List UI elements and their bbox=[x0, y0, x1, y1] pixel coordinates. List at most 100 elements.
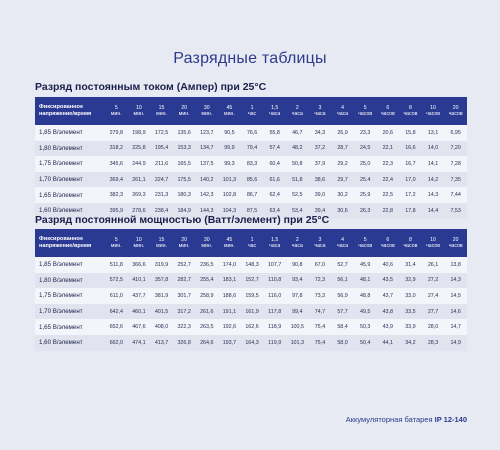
column-header-unit: часов bbox=[448, 243, 463, 249]
table-cell: 269,3 bbox=[132, 192, 146, 199]
table-cell: 511,8 bbox=[109, 261, 123, 268]
table-cell: 17,0 bbox=[405, 176, 416, 183]
table-cell: 76,6 bbox=[246, 129, 258, 136]
table-cell: 159,5 bbox=[245, 292, 259, 299]
column-header: 4 часа bbox=[331, 229, 354, 257]
column-header-unit: мин. bbox=[178, 243, 190, 249]
table-cell: 56,1 bbox=[337, 277, 348, 284]
column-header: 8 часов bbox=[399, 229, 422, 257]
table-cell: 97,8 bbox=[292, 292, 303, 299]
table-cell: 48,8 bbox=[359, 292, 371, 299]
row-label: 1,65 В/элемент bbox=[39, 191, 83, 199]
header-label: Фиксированное напряжение/время bbox=[35, 229, 105, 257]
table-row: 1,80 В/элемент 572,5 410,1 357,8 282,7 255,4 1… bbox=[35, 272, 467, 289]
header-label-line2: напряжение/время bbox=[39, 111, 92, 117]
table-cell: 28,7 bbox=[337, 145, 348, 152]
column-header: 8 часов bbox=[399, 97, 422, 125]
table-cell: 101,3 bbox=[222, 176, 237, 183]
table-cell: 611,0 bbox=[109, 292, 123, 299]
table-cell: 7,20 bbox=[450, 145, 461, 152]
column-header: 20 мин. bbox=[173, 229, 196, 257]
table-row: 1,85 В/элемент 511,8 366,6 319,9 252,7 236,5 1… bbox=[35, 257, 467, 273]
table-cell: 118,9 bbox=[268, 324, 282, 331]
table-cell: 460,1 bbox=[132, 308, 146, 315]
column-header: 10 мин. bbox=[128, 229, 151, 257]
table-cell: 55,8 bbox=[269, 129, 280, 136]
table-cell: 48,2 bbox=[292, 145, 303, 152]
table-cell: 50,8 bbox=[292, 160, 303, 167]
table-cell: 30,2 bbox=[337, 192, 348, 199]
column-header: 1,5 часа bbox=[263, 229, 286, 257]
table-cell: 144,3 bbox=[200, 207, 214, 214]
table-cell: 53,4 bbox=[292, 207, 303, 214]
table-header-row: Фиксированное напряжение/время 5 мин. 10 мин.… bbox=[35, 97, 467, 125]
table-cell: 345,6 bbox=[109, 160, 124, 167]
table-cell: 142,3 bbox=[200, 192, 214, 199]
column-header-unit: часа bbox=[269, 243, 281, 249]
table-cell: 87,5 bbox=[246, 207, 258, 214]
table-cell: 22,3 bbox=[382, 160, 394, 167]
table-cell: 264,6 bbox=[200, 339, 214, 346]
table-cell: 148,3 bbox=[245, 261, 259, 268]
column-header-unit: мин. bbox=[224, 243, 235, 249]
table-cell: 172,5 bbox=[154, 129, 169, 136]
column-header: 5 мин. bbox=[105, 229, 128, 257]
column-header-value: 20 bbox=[181, 104, 188, 111]
table-cell: 13,1 bbox=[427, 129, 439, 136]
table-cell: 225,8 bbox=[132, 145, 146, 152]
table-cell: 93,4 bbox=[292, 277, 303, 284]
table-cell: 43,9 bbox=[382, 324, 394, 331]
table-cell: 652,6 bbox=[109, 324, 124, 331]
table-cell: 67,0 bbox=[314, 261, 326, 268]
table-cell: 29,7 bbox=[337, 176, 348, 183]
table-cell: 15,8 bbox=[405, 129, 416, 136]
table-cell: 572,5 bbox=[109, 277, 124, 284]
column-header-value: 4 bbox=[341, 236, 344, 243]
table-cell: 86,7 bbox=[246, 192, 258, 199]
column-header-value: 45 bbox=[226, 236, 233, 243]
table-cell: 437,7 bbox=[132, 292, 146, 299]
table-cell: 79,4 bbox=[246, 145, 258, 152]
column-header: 2 часа bbox=[286, 97, 309, 125]
column-header-value: 20 bbox=[452, 104, 459, 111]
row-label: 1,80 В/элемент bbox=[39, 144, 83, 152]
column-header-unit: мин. bbox=[201, 243, 213, 249]
table-cell: 22,4 bbox=[382, 176, 394, 183]
column-header: 3 часа bbox=[309, 97, 332, 125]
column-header-value: 45 bbox=[226, 104, 233, 111]
row-label: 1,80 В/элемент bbox=[39, 276, 83, 284]
column-header: 15 мин. bbox=[150, 229, 173, 257]
table-cell: 39,4 bbox=[314, 207, 326, 214]
table-cell: 261,6 bbox=[200, 308, 214, 315]
column-header-value: 6 bbox=[386, 236, 390, 243]
column-header-unit: часов bbox=[403, 111, 418, 117]
column-header: 10 мин. bbox=[128, 97, 151, 125]
column-header-value: 10 bbox=[430, 236, 436, 243]
column-header: 5 часов bbox=[354, 97, 377, 125]
column-header-unit: часа bbox=[314, 243, 326, 249]
table-cell: 85,6 bbox=[246, 176, 258, 183]
table-cell: 39,0 bbox=[314, 192, 326, 199]
table-cell: 104,3 bbox=[222, 207, 237, 214]
row-label: 1,85 В/элемент bbox=[39, 261, 83, 269]
column-header-value: 5 bbox=[363, 104, 367, 111]
column-header: 30 мин. bbox=[196, 97, 219, 125]
table-cell: 191,1 bbox=[222, 308, 237, 315]
table-cell: 60,4 bbox=[269, 160, 280, 167]
table-cell: 17,8 bbox=[405, 207, 416, 214]
column-header: 1,5 часа bbox=[263, 97, 286, 125]
table-cell: 236,5 bbox=[200, 261, 214, 268]
table-cell: 45,9 bbox=[359, 261, 371, 268]
table-cell: 24,5 bbox=[359, 145, 371, 152]
table-cell: 195,4 bbox=[154, 145, 169, 152]
table-cell: 261,1 bbox=[132, 176, 146, 183]
row-label: 1,75 В/элемент bbox=[39, 292, 83, 300]
column-header-unit: часов bbox=[358, 111, 373, 117]
table-cell: 32,9 bbox=[405, 277, 416, 284]
column-header: 20 часов bbox=[444, 97, 467, 125]
table-cell: 90,8 bbox=[292, 261, 303, 268]
column-header: 30 мин. bbox=[196, 229, 219, 257]
column-header-unit: мин. bbox=[110, 243, 122, 249]
section-title-power: Разряд постоянной мощностью (Ватт/элемен… bbox=[35, 214, 330, 226]
table-cell: 252,7 bbox=[177, 261, 191, 268]
